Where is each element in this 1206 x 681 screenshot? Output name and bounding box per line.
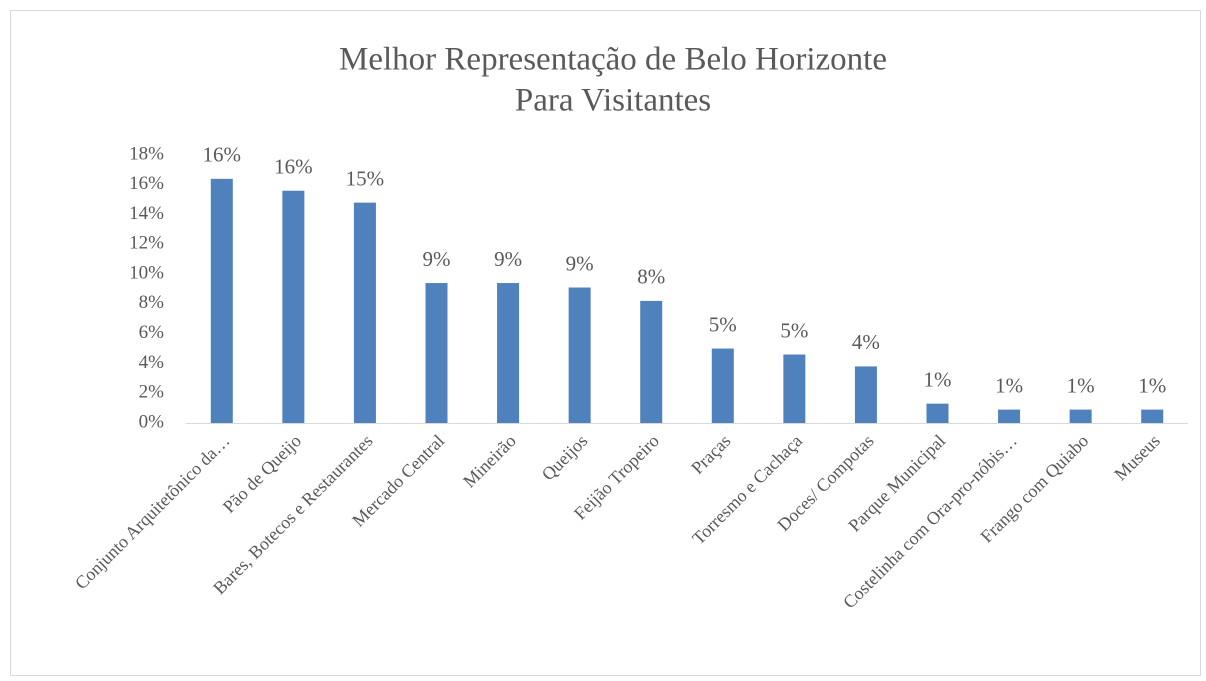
- data-label: 1%: [1067, 373, 1095, 397]
- bar: [210, 178, 233, 423]
- y-tick-label: 2%: [139, 382, 165, 403]
- data-label: 1%: [1138, 373, 1166, 397]
- y-tick-label: 18%: [129, 143, 164, 164]
- y-tick-label: 6%: [139, 322, 165, 343]
- data-label: 5%: [709, 312, 737, 336]
- bar: [1069, 409, 1092, 423]
- y-tick-label: 8%: [139, 292, 165, 313]
- data-label: 9%: [423, 247, 451, 271]
- y-tick-label: 14%: [129, 203, 164, 224]
- bar: [425, 283, 448, 423]
- data-label: 5%: [780, 318, 808, 342]
- bar: [783, 354, 806, 423]
- bar: [926, 403, 949, 423]
- chart-title: Melhor Representação de Belo Horizonte: [339, 42, 887, 78]
- y-tick-label: 10%: [129, 262, 164, 283]
- data-label: 16%: [274, 155, 313, 179]
- data-label: 4%: [852, 330, 880, 354]
- data-label: 15%: [346, 166, 385, 190]
- bar: [282, 190, 305, 423]
- bar: [497, 283, 520, 423]
- bar: [998, 409, 1021, 423]
- data-label: 16%: [203, 143, 242, 167]
- bar: [568, 287, 591, 423]
- data-label: 1%: [995, 373, 1023, 397]
- chart-title: Para Visitantes: [515, 83, 711, 119]
- y-tick-label: 0%: [139, 411, 165, 432]
- data-label: 1%: [924, 367, 952, 391]
- bar: [854, 366, 877, 423]
- data-label: 9%: [494, 247, 522, 271]
- chart-border: [10, 10, 1201, 676]
- y-tick-label: 12%: [129, 233, 164, 254]
- bar: [353, 202, 376, 423]
- data-label: 9%: [566, 251, 594, 275]
- y-tick-label: 16%: [129, 173, 164, 194]
- bar: [640, 300, 663, 423]
- y-tick-label: 4%: [139, 352, 165, 373]
- bar: [711, 348, 734, 423]
- data-label: 8%: [637, 265, 665, 289]
- bar: [1141, 409, 1164, 423]
